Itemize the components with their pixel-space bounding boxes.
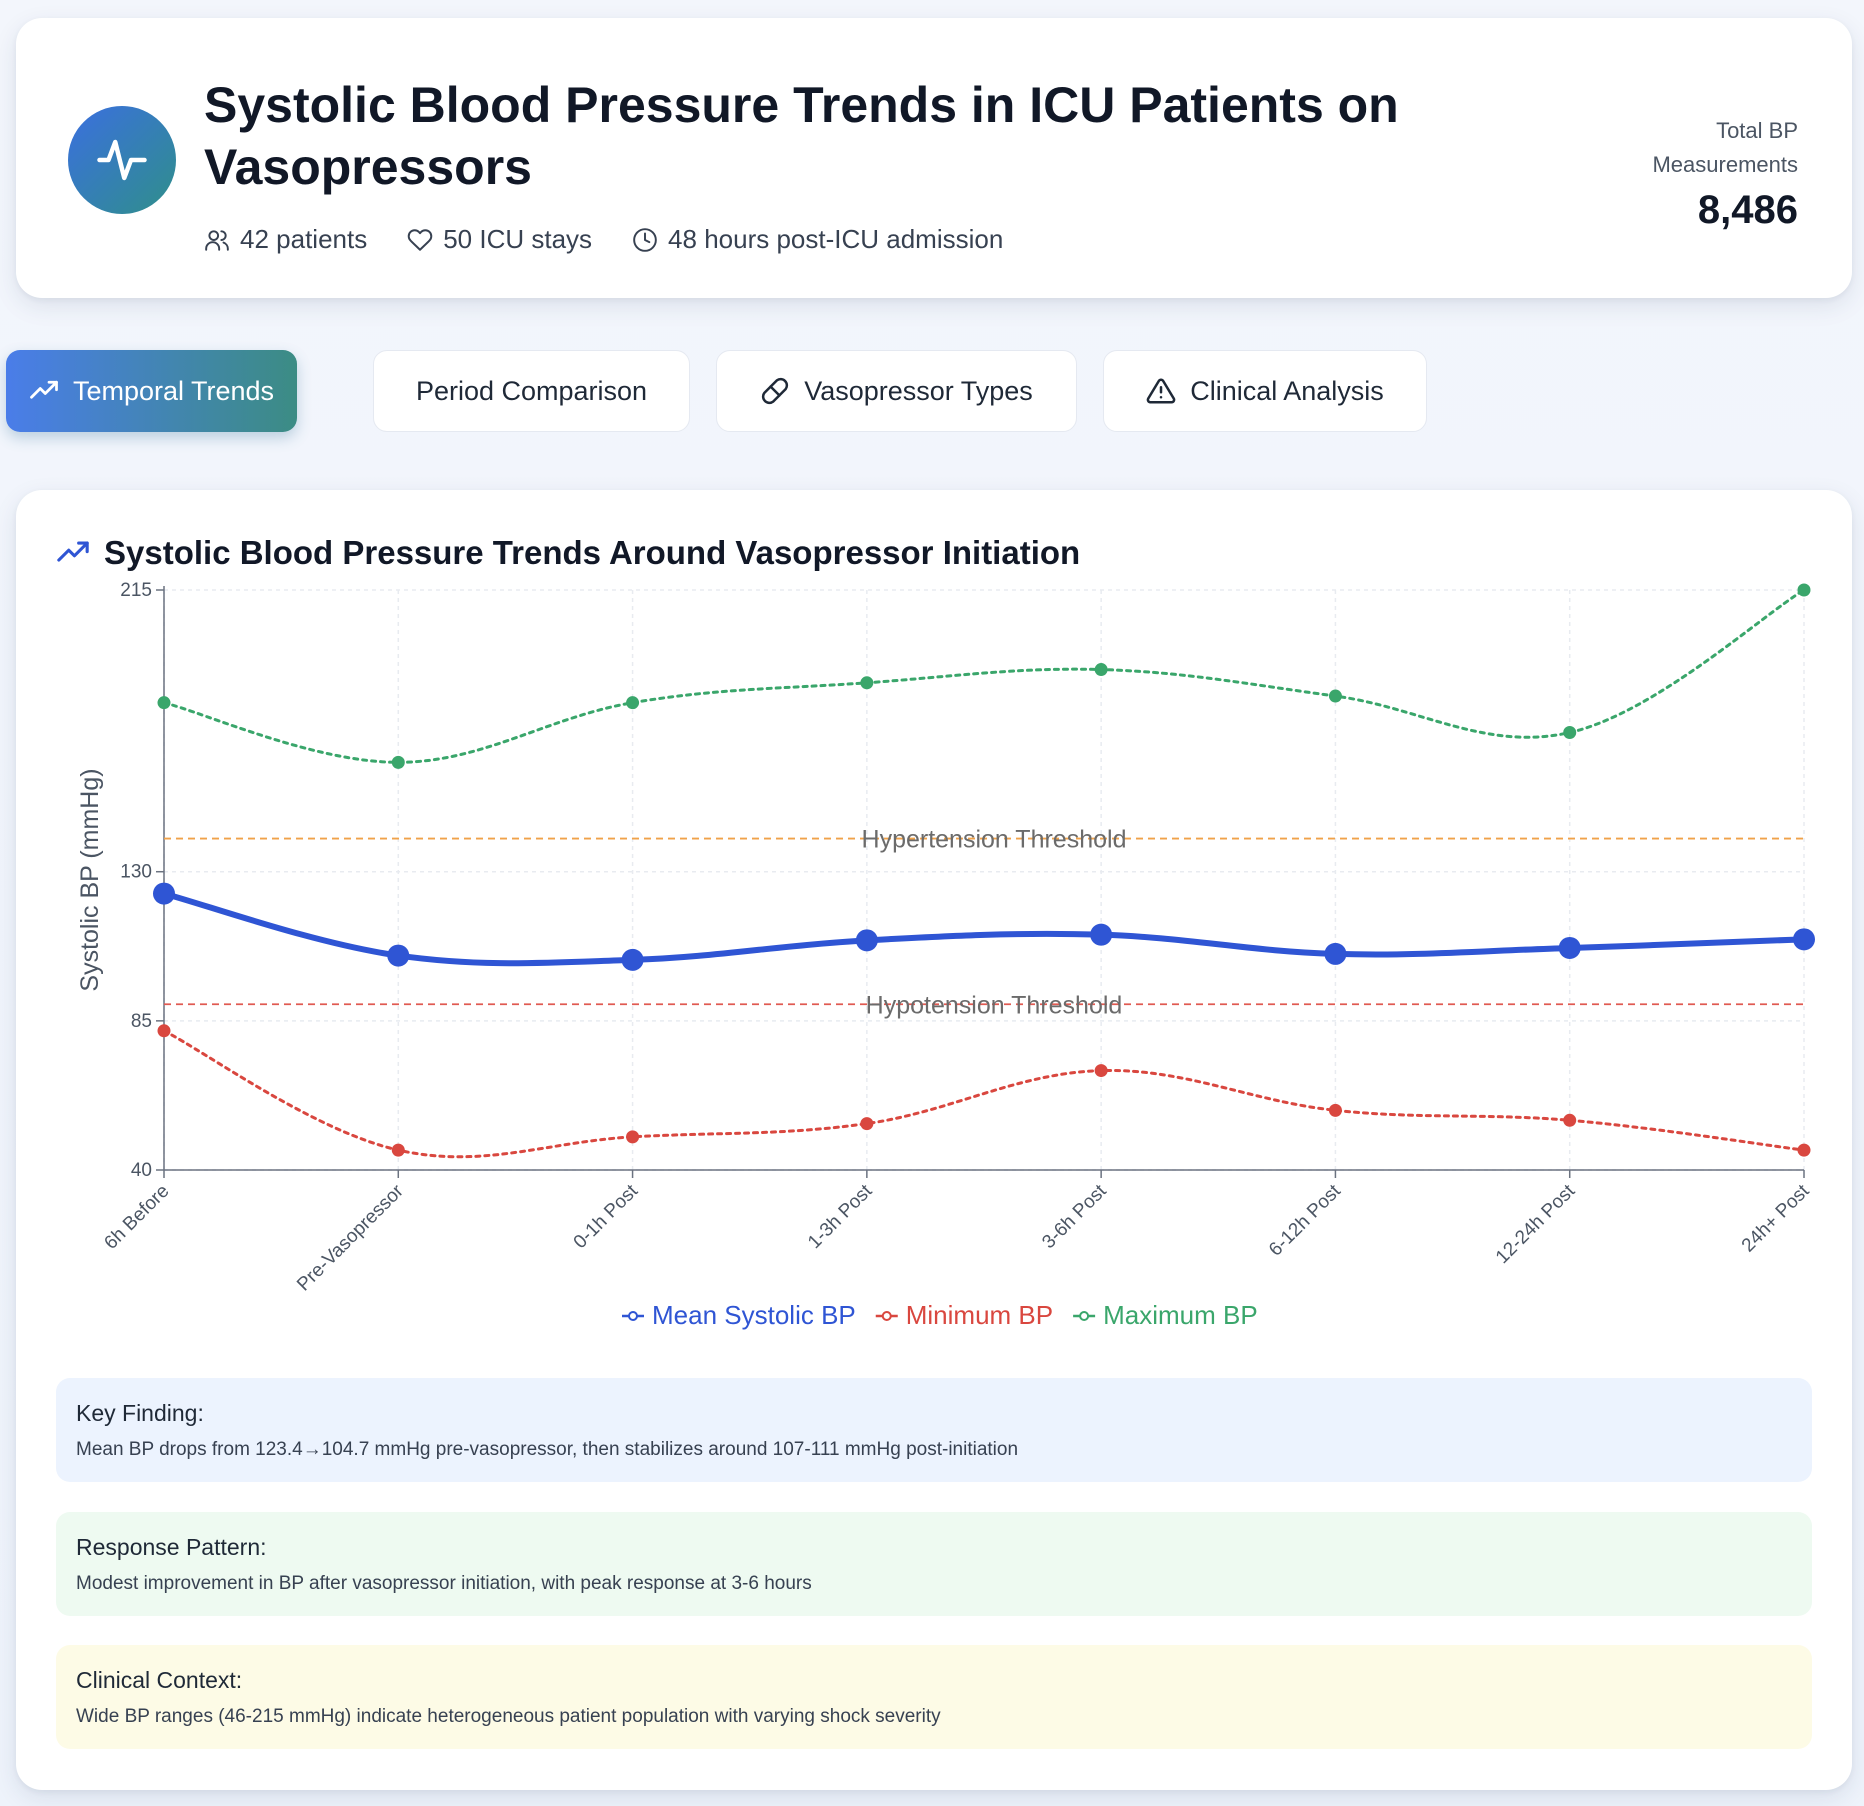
tab-clinical-analysis-label: Clinical Analysis [1190,375,1384,406]
x-tick-label: 24h+ Post [1738,1180,1814,1256]
tab-period-comparison[interactable]: Period Comparison [373,350,690,432]
data-point-minimum-bp [1094,1064,1108,1078]
warning-icon [1146,378,1176,404]
chart-section-title-text: Systolic Blood Pressure Trends Around Va… [104,534,1081,571]
header-card: Systolic Blood Pressure Trends in ICU Pa… [16,18,1852,298]
total-measurements-value: 8,486 [1697,188,1798,232]
data-point-mean-systolic-bp [153,882,175,905]
response-pattern-text: Modest improvement in BP after vasopress… [76,1573,812,1594]
data-point-minimum-bp [391,1143,405,1157]
data-point-maximum-bp [1094,663,1108,677]
data-point-maximum-bp [860,676,874,690]
data-point-minimum-bp [1563,1113,1577,1127]
response-pattern-title: Response Pattern: [76,1534,267,1560]
data-point-mean-systolic-bp [1793,928,1815,951]
data-point-minimum-bp [860,1117,874,1131]
data-point-minimum-bp [157,1024,171,1038]
tab-clinical-analysis[interactable]: Clinical Analysis [1103,350,1427,432]
meta-patients: 42 patients [204,224,367,255]
series-line-minimum-bp [162,1029,1806,1159]
heart-icon [408,228,433,251]
clinical-context-title: Clinical Context: [76,1667,243,1693]
header-meta: 42 patients 50 ICU stays 48 hours post-I… [204,224,1003,255]
x-tick-label: 1-3h Post [804,1180,877,1253]
data-point-minimum-bp [1797,1143,1811,1157]
total-measurements: Total BP Measurements 8,486 [1608,114,1798,233]
response-pattern-note: Response Pattern: Modest improvement in … [56,1512,1812,1616]
tab-vasopressor-types[interactable]: Vasopressor Types [716,350,1077,432]
meta-window: 48 hours post-ICU admission [632,224,1003,255]
chart-section-title: Systolic Blood Pressure Trends Around Va… [56,534,1080,572]
legend-label-mean-systolic-bp: Mean Systolic BP [652,1300,856,1330]
data-point-mean-systolic-bp [1090,923,1113,946]
tab-temporal-trends-label: Temporal Trends [72,375,275,406]
key-finding-text: Mean BP drops from 123.4→104.7 mmHg pre-… [76,1439,1019,1460]
data-point-minimum-bp [1328,1103,1342,1117]
data-point-maximum-bp [626,696,640,710]
clinical-context-note: Clinical Context: Wide BP ranges (46-215… [56,1645,1812,1749]
pill-icon [762,377,789,405]
y-axis-label: Systolic BP (mmHg) [76,768,104,991]
key-finding-title: Key Finding: [76,1400,204,1426]
data-point-mean-systolic-bp [1324,942,1347,965]
data-point-maximum-bp [1797,583,1811,597]
x-tick-label: Pre-Vasopressor [293,1180,408,1295]
y-tick-label: 85 [131,1011,152,1032]
legend-marker-mean-systolic-bp [628,1311,638,1321]
x-tick-label: 6-12h Post [1265,1180,1345,1260]
data-point-mean-systolic-bp [621,948,644,971]
x-tick-label: 0-1h Post [570,1180,643,1253]
users-icon [205,229,229,251]
activity-pulse-icon [68,106,176,214]
data-point-maximum-bp [1563,726,1577,740]
total-measurements-label: Total BP Measurements [1652,118,1798,177]
y-tick-label: 40 [131,1160,152,1181]
x-tick-label: 3-6h Post [1038,1180,1111,1253]
y-tick-label: 130 [120,862,152,883]
key-finding-note: Key Finding: Mean BP drops from 123.4→10… [56,1378,1812,1482]
data-point-mean-systolic-bp [855,929,878,952]
hypertension-threshold-label: Hypertension Threshold [862,826,1127,854]
legend-marker-minimum-bp [881,1311,892,1321]
trend-up-icon [57,541,89,562]
data-point-mean-systolic-bp [1558,936,1581,959]
clock-icon [633,227,657,252]
x-tick-label: 6h Before [100,1181,173,1254]
series-line-mean-systolic-bp [161,890,1807,967]
meta-patients-label: 42 patients [240,224,368,254]
meta-stays: 50 ICU stays [407,224,592,255]
tab-temporal-trends[interactable]: Temporal Trends [6,350,297,432]
data-point-minimum-bp [626,1130,640,1144]
chart-card: Systolic Blood Pressure Trends Around Va… [16,490,1852,1790]
legend-label-minimum-bp: Minimum BP [906,1300,1053,1330]
page-title: Systolic Blood Pressure Trends in ICU Pa… [204,77,1399,195]
series-line-maximum-bp [162,588,1806,764]
legend-label-maximum-bp: Maximum BP [1103,1300,1258,1330]
data-point-mean-systolic-bp [387,944,410,967]
data-point-maximum-bp [1328,689,1342,703]
trend-up-icon [30,380,58,399]
clinical-context-text: Wide BP ranges (46-215 mmHg) indicate he… [76,1706,941,1727]
tab-period-comparison-label: Period Comparison [415,375,648,406]
tab-vasopressor-types-label: Vasopressor Types [804,375,1033,406]
data-point-maximum-bp [391,755,405,769]
x-tick-label: 12-24h Post [1492,1180,1580,1268]
meta-window-label: 48 hours post-ICU admission [668,224,1004,254]
hypotension-threshold-label: Hypotension Threshold [866,991,1123,1019]
legend-marker-maximum-bp [1079,1311,1090,1321]
meta-stays-label: 50 ICU stays [443,224,593,254]
data-point-maximum-bp [157,696,171,710]
bp-line-chart: 40 85 130 215 Systolic BP (mmHg) 6h Before Pre… [76,580,1815,1330]
y-tick-label: 215 [120,580,152,601]
